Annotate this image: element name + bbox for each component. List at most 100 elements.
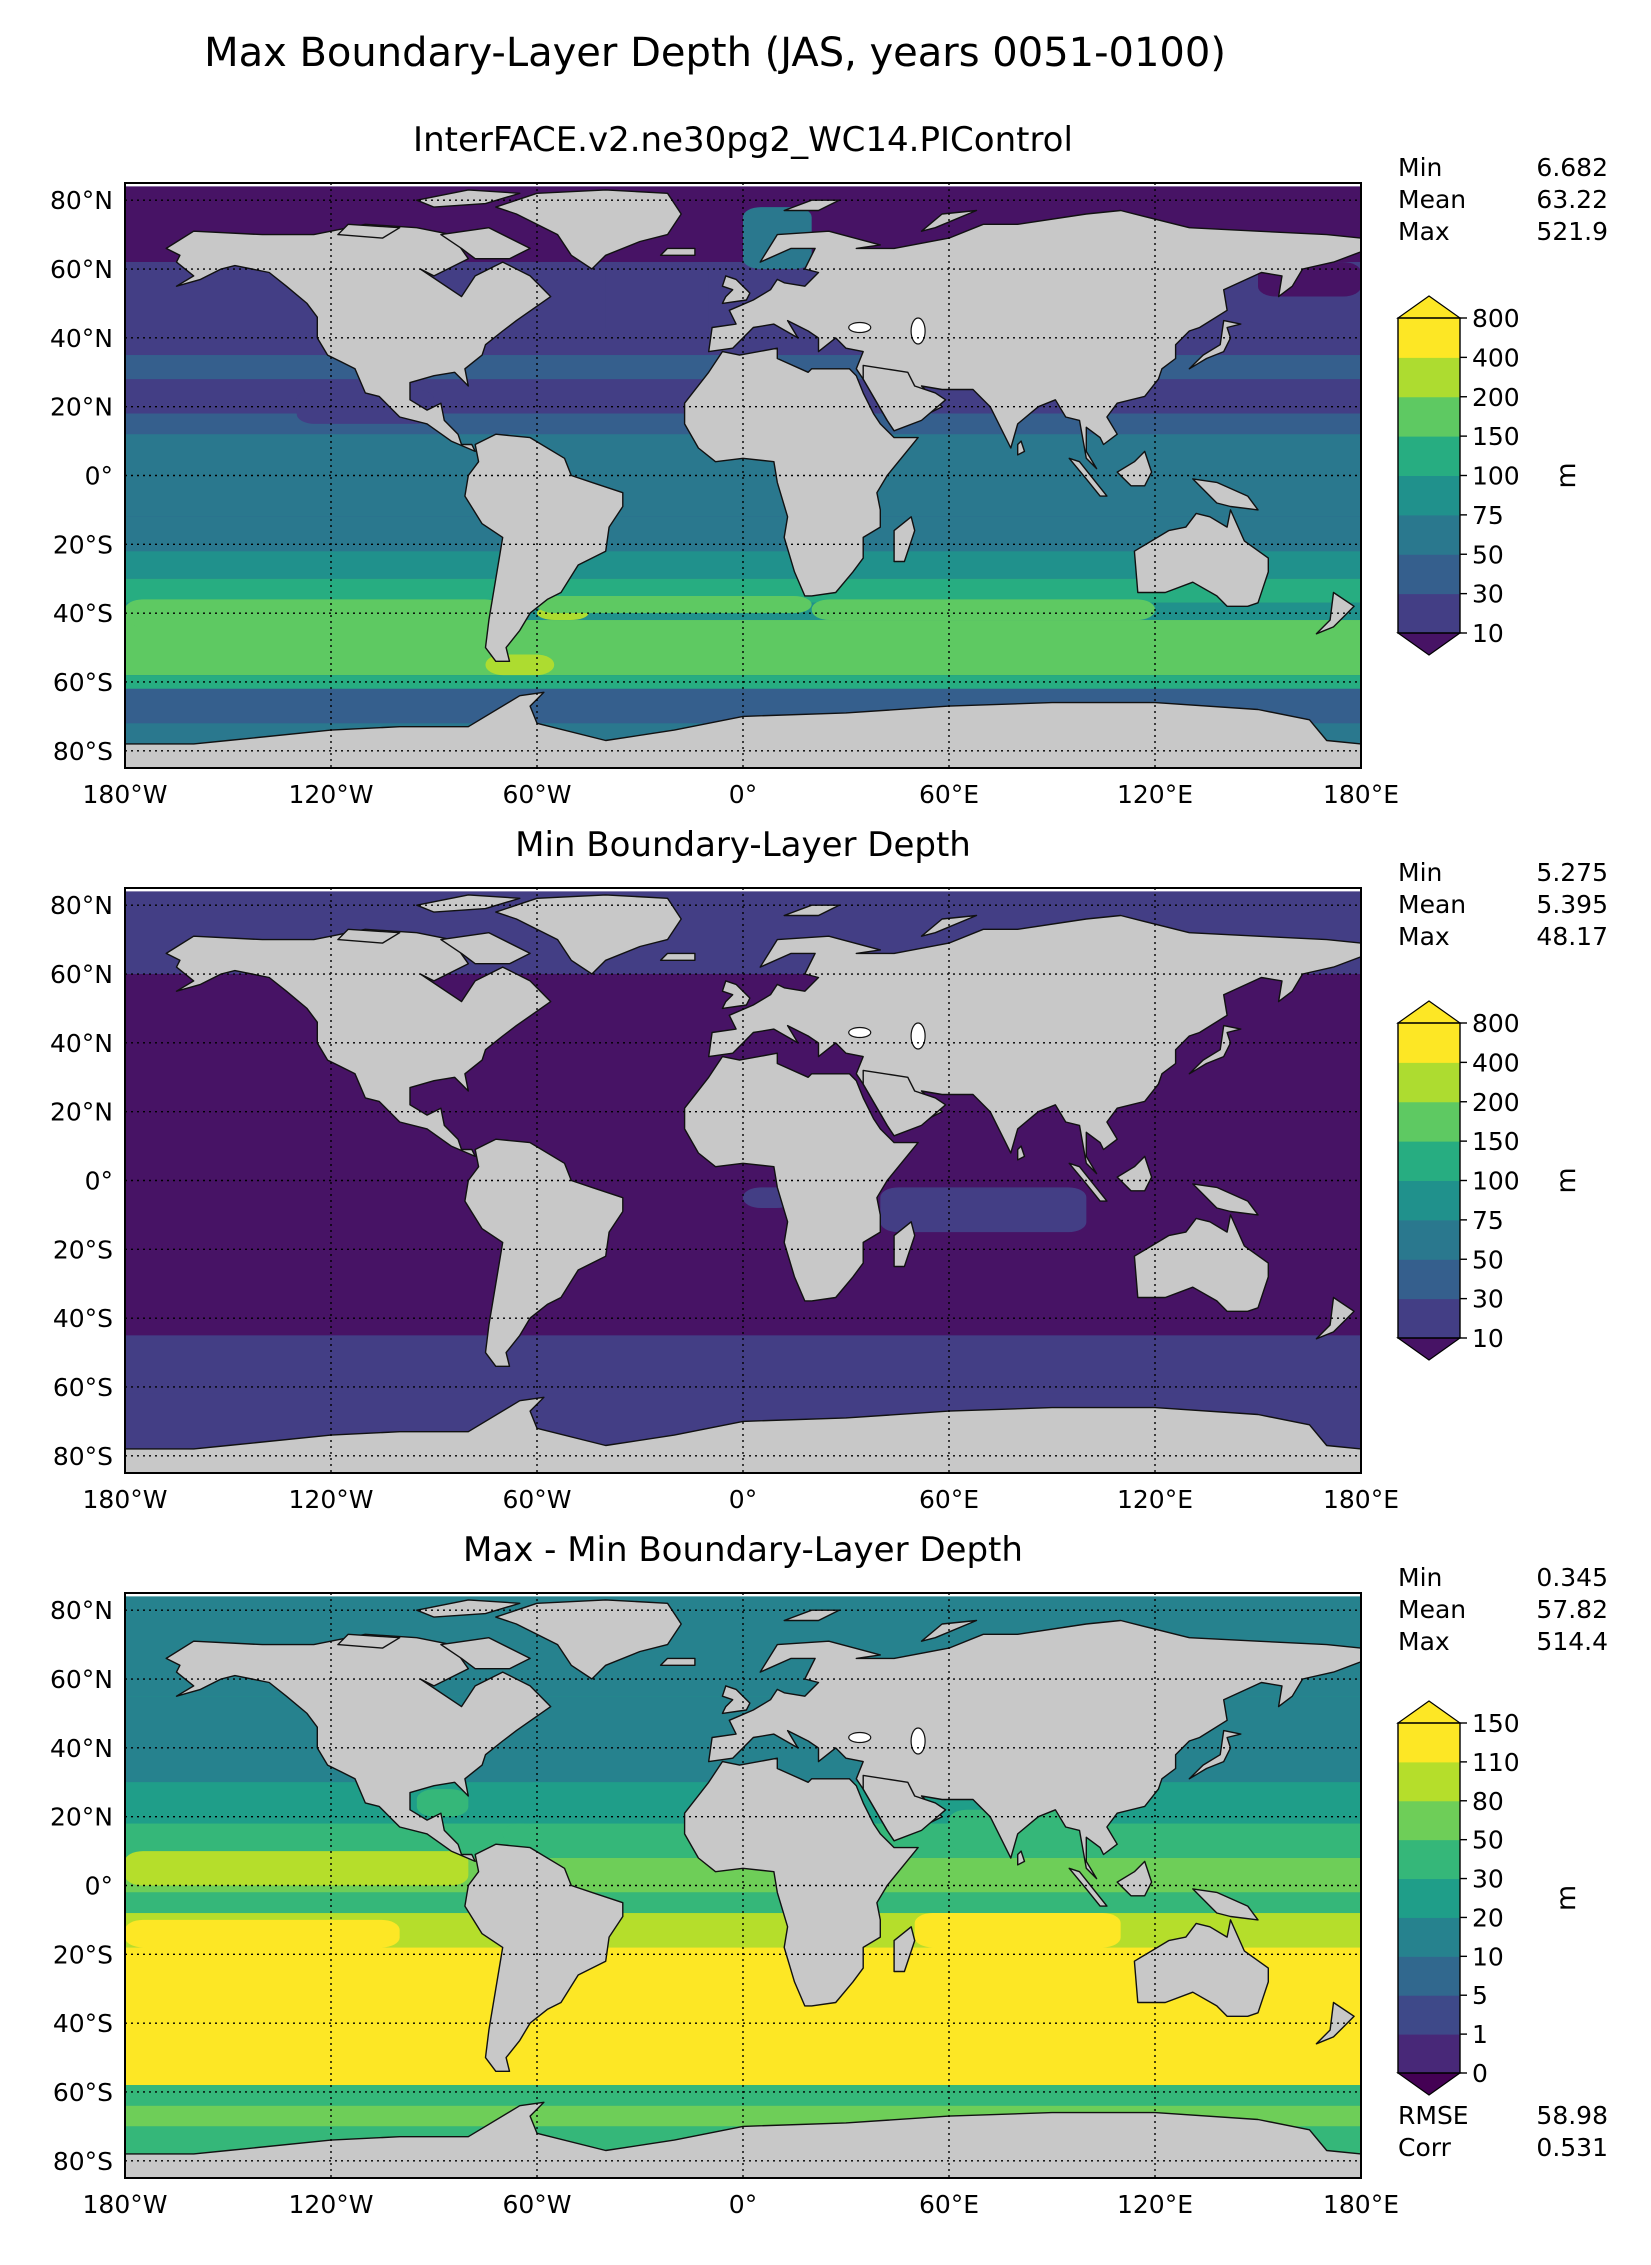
colorbar-segment	[1398, 1800, 1460, 1841]
colorbar-segment	[1398, 396, 1460, 437]
x-tick-label: 120°E	[1117, 1485, 1193, 1514]
colorbar-tick-label: 50	[1472, 1245, 1504, 1274]
land-new-zealand	[1315, 1296, 1355, 1340]
colorbar-tick-label: 400	[1472, 343, 1520, 372]
stat-label: Mean	[1398, 1595, 1467, 1624]
y-tick-label: 20°N	[50, 393, 113, 422]
field-band	[125, 620, 1361, 676]
colorbar-tick-label: 200	[1472, 383, 1520, 412]
colorbar-unit-label: m	[1551, 462, 1582, 488]
lake-black-sea	[848, 321, 872, 334]
colorbar-tick-label: 80	[1472, 1787, 1504, 1816]
map-field	[125, 888, 1361, 1473]
colorbar-tick-label: 10	[1472, 619, 1504, 648]
land-ellesmere-island	[416, 894, 521, 913]
land-ellesmere-island	[416, 189, 521, 208]
colorbar-extend-min	[1396, 2072, 1462, 2096]
field-feature	[125, 1851, 469, 1886]
field-feature	[914, 1913, 1121, 1948]
x-tick-label: 180°W	[83, 780, 168, 809]
colorbar-1: 10 30 50 75 100 150 200 400 800 m	[1396, 295, 1582, 656]
land-baffin-island	[440, 1637, 531, 1670]
land-british-isles	[721, 980, 751, 1010]
map-field	[125, 183, 1361, 768]
y-tick-label: 80°N	[50, 186, 113, 215]
colorbar-tick-label: 400	[1472, 1048, 1520, 1077]
stat-label: Max	[1398, 1627, 1450, 1656]
colorbar-segment	[1398, 1956, 1460, 1996]
y-tick-label: 40°S	[53, 599, 113, 628]
land-new-zealand	[1315, 2001, 1355, 2045]
colorbar-segment	[1398, 1839, 1460, 1880]
x-tick-label: 120°E	[1117, 2190, 1193, 2219]
land-madagascar	[893, 516, 916, 563]
y-tick-label: 80°N	[50, 1596, 113, 1625]
map-frame	[124, 887, 1362, 1474]
land-victoria-island	[337, 928, 401, 944]
map-panel-2: 180°W 120°W 60°W 0° 60°E 120°E 180°E 80°N 60°N 40…	[50, 887, 1399, 1514]
y-tick-label: 0°	[85, 462, 113, 491]
colorbar-segment	[1398, 1180, 1460, 1221]
map-frame	[124, 1592, 1362, 2179]
land-sumatra	[1068, 1162, 1108, 1202]
land-japan	[1188, 1024, 1242, 1075]
field-band	[125, 2085, 1361, 2106]
x-tick-label: 180°E	[1323, 780, 1399, 809]
colorbar-segment	[1398, 1878, 1460, 1918]
x-tick-label: 120°W	[289, 780, 374, 809]
colorbar-segment	[1398, 1995, 1460, 2035]
colorbar-segment	[1398, 1219, 1460, 1260]
field-feature	[125, 1919, 400, 1948]
land-baffin-island	[440, 932, 531, 965]
y-tick-label: 40°S	[53, 1304, 113, 1333]
colorbar-tick-label: 150	[1472, 422, 1520, 451]
stat-label: Mean	[1398, 185, 1467, 214]
stat-label: Max	[1398, 922, 1450, 951]
colorbar-tick-label: 100	[1472, 462, 1520, 491]
field-feature	[880, 1187, 1087, 1233]
y-tick-label: 40°N	[50, 324, 113, 353]
field-feature	[125, 1627, 194, 1680]
land-british-isles	[721, 1685, 751, 1715]
colorbar-segment	[1398, 318, 1460, 358]
colorbar-tick-label: 30	[1472, 1285, 1504, 1314]
land-borneo	[1116, 450, 1153, 487]
y-tick-label: 80°S	[53, 1442, 113, 1471]
x-tick-label: 60°W	[502, 2190, 571, 2219]
stat-value: 514.4	[1536, 1627, 1608, 1656]
y-tick-label: 60°N	[50, 255, 113, 284]
land-new-guinea	[1192, 1888, 1259, 1921]
land-new-zealand	[1315, 591, 1355, 635]
y-tick-label: 40°N	[50, 1734, 113, 1763]
colorbar-tick-label: 0	[1472, 2059, 1488, 2088]
colorbar-segment	[1398, 554, 1460, 595]
land-japan	[1188, 319, 1242, 370]
land-japan	[1188, 1729, 1242, 1780]
colorbar-segment	[1398, 475, 1460, 516]
colorbar-2: 10 30 50 75 100 150 200 400 800 m	[1396, 1000, 1582, 1361]
x-tick-label: 180°W	[83, 2190, 168, 2219]
land-madagascar	[893, 1221, 916, 1268]
colorbar-tick-label: 20	[1472, 1903, 1504, 1932]
colorbar-tick-label: 5	[1472, 1981, 1488, 2010]
map-frame	[124, 182, 1362, 769]
colorbar-segment	[1398, 436, 1460, 476]
land-victoria-island	[337, 223, 401, 239]
y-tick-label: 40°N	[50, 1029, 113, 1058]
map-panel-1: 180°W 120°W 60°W 0° 60°E 120°E 180°E 80°N 60°N 40…	[50, 182, 1399, 809]
colorbar-extend-min	[1396, 1337, 1462, 1361]
x-tick-label: 120°E	[1117, 780, 1193, 809]
land-south-america	[464, 1843, 624, 2072]
land-iceland	[659, 952, 696, 961]
land-iceland	[659, 247, 696, 256]
x-tick-label: 180°E	[1323, 1485, 1399, 1514]
lake-black-sea	[848, 1731, 872, 1744]
colorbar-segment	[1398, 514, 1460, 555]
stat-label: RMSE	[1398, 2101, 1469, 2130]
colorbar-tick-label: 50	[1472, 540, 1504, 569]
land-sri-lanka	[1017, 440, 1026, 456]
colorbar-segment	[1398, 1141, 1460, 1181]
colorbar-tick-label: 150	[1472, 1127, 1520, 1156]
stat-label: Mean	[1398, 890, 1467, 919]
colorbar-segment	[1398, 593, 1460, 634]
